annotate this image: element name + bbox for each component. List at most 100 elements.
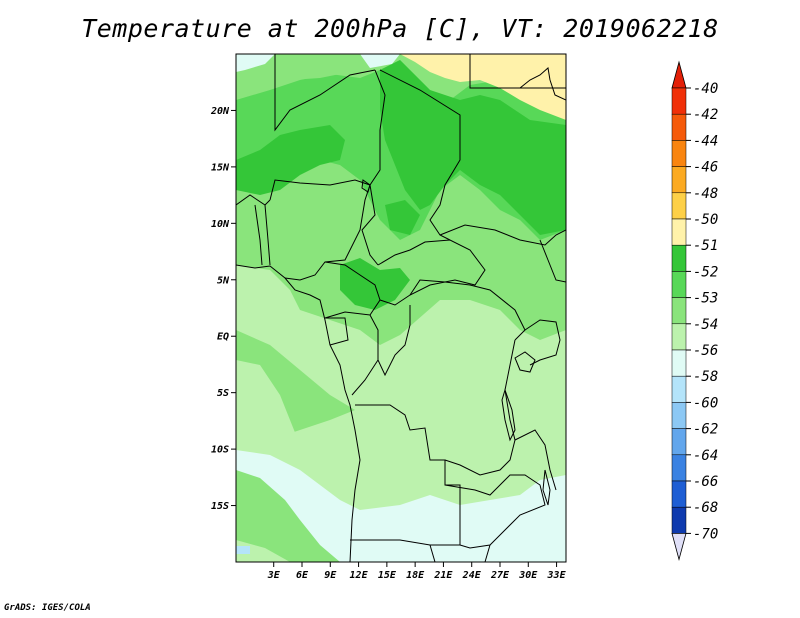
colorbar-label: -60 xyxy=(693,395,718,411)
colorbar-label: -70 xyxy=(693,526,718,542)
border-tanzania xyxy=(514,429,557,491)
lat-tick-label: 15S xyxy=(211,501,229,512)
border-ghana xyxy=(254,204,263,266)
border-botswana xyxy=(484,544,491,562)
colorbar-label: -56 xyxy=(693,343,718,359)
border-drc-north xyxy=(409,279,526,341)
lon-tick-label: 9E xyxy=(324,570,337,581)
lake-chad xyxy=(361,179,371,193)
nile-delta xyxy=(549,79,566,101)
colorbar-label: -54 xyxy=(693,317,718,333)
border-ethiopia xyxy=(539,239,566,283)
colorbar-label: -52 xyxy=(693,264,718,280)
colorbar-label: -48 xyxy=(693,186,718,202)
border-cameroon-congo xyxy=(324,261,381,319)
colorbar-swatch xyxy=(671,506,687,534)
colorbar-swatch xyxy=(671,113,687,141)
lake-malawi xyxy=(542,469,551,506)
colorbar-label: -50 xyxy=(693,212,718,228)
border-togo-benin xyxy=(264,204,271,266)
colorbar-swatch xyxy=(671,428,687,456)
colorbar-label: -68 xyxy=(693,500,718,516)
field-band-dark-green-spot xyxy=(385,200,420,235)
colorbar-swatch xyxy=(671,87,687,115)
longitude-ticks: 3E 6E 9E 12E 15E 18E 21E 24E 27E 30E 33E xyxy=(267,562,567,581)
border-angola xyxy=(350,404,461,546)
colorbar-swatch xyxy=(671,166,687,194)
colorbar-swatch xyxy=(671,402,687,429)
border-uganda-kenya xyxy=(524,319,561,366)
colorbar-swatch xyxy=(671,244,687,272)
border-congo-drc xyxy=(351,359,379,396)
field-band-pale-cyan-ne xyxy=(360,54,400,68)
country-boundaries xyxy=(236,54,566,562)
lat-tick-label: 5S xyxy=(217,388,229,399)
colorbar-swatch xyxy=(671,271,687,298)
lon-tick-label: 30E xyxy=(518,570,538,581)
latitude-ticks: 20N 15N 10N 5N EQ 5S 10S 15S xyxy=(210,106,236,512)
field-band-pale-cyan xyxy=(236,450,566,562)
field-band-dark-green-ne xyxy=(380,60,566,235)
grads-credit: GrADS: IGES/COLA xyxy=(4,603,91,613)
colorbar-swatch xyxy=(671,297,687,325)
colorbar-label: -62 xyxy=(693,422,718,438)
lat-tick-label: EQ xyxy=(217,332,229,343)
temperature-field xyxy=(236,54,566,562)
border-nigeria xyxy=(269,179,371,281)
border-sudan-ss xyxy=(439,224,566,246)
colorbar: -40 -42 -44 -46 -48 -50 -51 -52 -53 -54 -56 -58 -60 -… xyxy=(671,60,718,561)
border-mali-niger xyxy=(274,54,376,132)
lon-tick-label: 33E xyxy=(547,570,567,581)
map-frame xyxy=(235,53,567,563)
lon-tick-label: 18E xyxy=(406,570,425,581)
field-band-dark-green-center xyxy=(340,258,410,310)
field-band-pale-green-south xyxy=(236,540,290,562)
colorbar-label: -53 xyxy=(693,291,718,307)
colorbar-label: -66 xyxy=(693,474,718,490)
lat-tick-label: 10S xyxy=(211,445,229,456)
field-band-dark-green-west xyxy=(236,125,345,195)
colorbar-swatch xyxy=(671,192,687,220)
field-band-light-green-center xyxy=(295,190,360,255)
lon-tick-label: 3E xyxy=(267,570,281,581)
colorbar-top-arrow xyxy=(671,60,687,89)
colorbar-label: -58 xyxy=(693,369,718,385)
lat-tick-label: 10N xyxy=(211,219,230,230)
field-spot-blue xyxy=(236,546,250,554)
lat-tick-label: 20N xyxy=(210,106,230,117)
colorbar-swatch xyxy=(671,140,687,167)
field-band-pale-cyan-n xyxy=(236,54,275,72)
colorbar-swatch xyxy=(671,454,687,482)
field-band-light-green-n xyxy=(236,54,360,96)
border-libya-egypt xyxy=(469,54,566,89)
lon-tick-label: 21E xyxy=(433,570,453,581)
colorbar-swatch xyxy=(671,218,687,246)
lon-tick-label: 24E xyxy=(462,570,482,581)
lon-tick-label: 15E xyxy=(378,570,397,581)
lat-tick-label: 5N xyxy=(217,275,230,286)
field-band-pale-green-2 xyxy=(236,360,300,450)
colorbar-label: -51 xyxy=(693,238,718,254)
lat-tick-label: 15N xyxy=(211,162,230,173)
lake-tanganyika xyxy=(501,388,516,442)
colorbar-label: -44 xyxy=(693,133,718,149)
border-drc-west xyxy=(369,305,411,377)
colorbar-swatch xyxy=(671,375,687,403)
colorbar-label: -46 xyxy=(693,160,718,176)
lon-tick-label: 27E xyxy=(490,570,510,581)
lon-tick-label: 12E xyxy=(350,570,369,581)
colorbar-label: -64 xyxy=(693,448,718,464)
lon-tick-label: 6E xyxy=(296,570,309,581)
colorbar-bottom-arrow xyxy=(671,533,687,561)
border-burkina xyxy=(236,194,271,206)
border-chad-sudan xyxy=(379,69,461,241)
lake-victoria xyxy=(514,351,536,373)
border-namibia xyxy=(429,544,436,562)
border-drc-east xyxy=(444,339,516,476)
colorbar-swatch xyxy=(671,323,687,351)
field-band-yellow-ne xyxy=(400,54,566,120)
colorbar-swatch xyxy=(671,480,687,508)
border-gabon xyxy=(325,317,349,346)
colorbar-label: -40 xyxy=(693,81,718,97)
red-sea-coast xyxy=(519,67,551,89)
